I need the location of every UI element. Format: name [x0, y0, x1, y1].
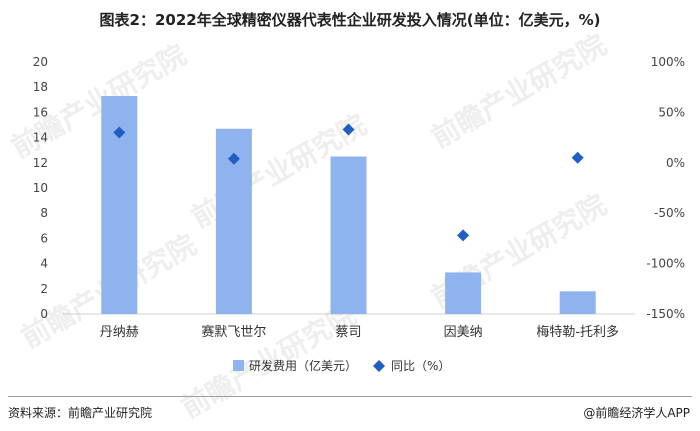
- bar-rd-expense: [559, 291, 596, 314]
- y-tick-label: 2: [40, 282, 48, 296]
- y-tick-label: 14: [33, 131, 48, 145]
- marker-yoy: [227, 152, 240, 165]
- x-tick-label: 梅特勒-托利多: [536, 324, 619, 340]
- y-tick-label: 4: [40, 257, 48, 271]
- legend-label-yoy: 同比（%）: [391, 359, 450, 373]
- footer-divider: [8, 396, 692, 397]
- y-tick-label: 0: [40, 307, 48, 321]
- y2-tick-label: 100%: [651, 55, 685, 69]
- y2-tick-label: 0%: [666, 156, 685, 170]
- y-tick-label: 6: [40, 231, 48, 245]
- y-tick-label: 10: [33, 181, 48, 195]
- source-text: 资料来源：前瞻产业研究院: [8, 406, 153, 420]
- y2-tick-label: 50%: [658, 105, 685, 119]
- marker-yoy: [113, 126, 126, 139]
- legend-label-bar: 研发费用（亿美元）: [249, 358, 357, 373]
- y-tick-label: 16: [33, 105, 48, 119]
- brand-text: @前瞻经济学人APP: [583, 406, 690, 420]
- x-tick-label: 赛默飞世尔: [201, 324, 266, 340]
- x-tick-label: 因美纳: [444, 325, 483, 340]
- footer: 资料来源：前瞻产业研究院 @前瞻经济学人APP: [0, 396, 700, 431]
- y-tick-label: 20: [33, 55, 48, 69]
- marker-yoy: [571, 151, 584, 164]
- legend-swatch-bar: [233, 360, 244, 371]
- y-tick-label: 8: [40, 206, 48, 220]
- y2-tick-label: -100%: [646, 257, 685, 271]
- marker-yoy: [342, 123, 355, 136]
- bar-rd-expense: [445, 272, 482, 314]
- y2-tick-label: -150%: [646, 307, 685, 321]
- y-tick-label: 18: [33, 80, 48, 94]
- y-tick-label: 12: [33, 156, 48, 170]
- chart-title: 图表2：2022年全球精密仪器代表性企业研发投入情况(单位：亿美元，%): [99, 11, 601, 29]
- y2-tick-label: -50%: [654, 206, 685, 220]
- x-tick-label: 蔡司: [335, 325, 361, 340]
- legend-marker-yoy: [373, 360, 385, 372]
- marker-yoy: [457, 229, 470, 242]
- x-tick-label: 丹纳赫: [100, 325, 139, 340]
- combo-chart: 0 2 4 6 8 10 12 14 16 18 20 -150% -100% -50% 0% 50% 100%…: [33, 55, 685, 373]
- bar-rd-expense: [330, 156, 367, 314]
